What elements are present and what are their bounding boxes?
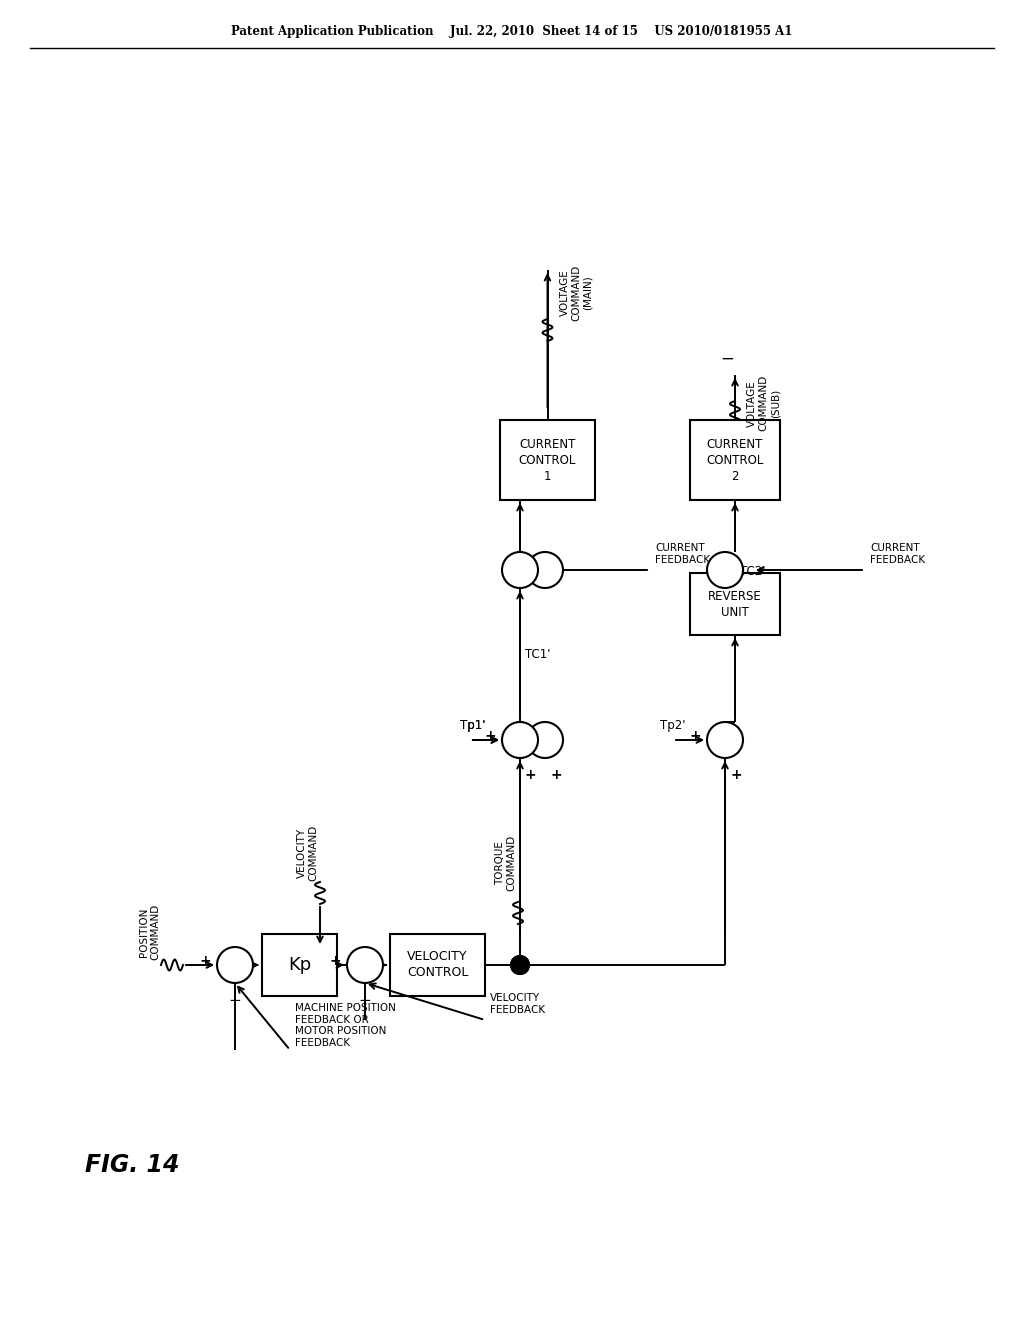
Text: CURRENT
CONTROL
1: CURRENT CONTROL 1	[519, 437, 577, 483]
Text: +: +	[200, 954, 211, 968]
Bar	[390, 935, 485, 997]
Text: Tp2': Tp2'	[660, 719, 685, 733]
Circle shape	[707, 552, 743, 587]
Bar	[690, 420, 780, 500]
Text: +: +	[330, 954, 341, 968]
Text: VELOCITY
FEEDBACK: VELOCITY FEEDBACK	[490, 994, 545, 1015]
Circle shape	[527, 552, 563, 587]
Text: Patent Application Publication    Jul. 22, 2010  Sheet 14 of 15    US 2010/01819: Patent Application Publication Jul. 22, …	[231, 25, 793, 38]
Text: +: +	[550, 768, 561, 781]
Circle shape	[511, 956, 529, 974]
Text: +: +	[525, 768, 537, 781]
Text: +: +	[730, 768, 741, 781]
Circle shape	[502, 722, 538, 758]
Bar	[690, 573, 780, 635]
Circle shape	[527, 722, 563, 758]
Text: +: +	[484, 729, 496, 743]
Text: Tp1': Tp1'	[460, 719, 485, 733]
Text: −: −	[358, 993, 372, 1008]
Text: VOLTAGE
COMMAND
(MAIN): VOLTAGE COMMAND (MAIN)	[559, 265, 593, 321]
Circle shape	[707, 722, 743, 758]
Text: VELOCITY
CONTROL: VELOCITY CONTROL	[407, 950, 468, 979]
Circle shape	[347, 946, 383, 983]
Text: −: −	[720, 350, 734, 368]
Text: REVERSE
UNIT: REVERSE UNIT	[709, 590, 762, 619]
Text: +: +	[689, 729, 701, 743]
Text: Kp: Kp	[288, 956, 311, 974]
Text: TORQUE
COMMAND: TORQUE COMMAND	[496, 834, 517, 891]
Circle shape	[502, 552, 538, 587]
Text: VOLTAGE
COMMAND
(SUB): VOLTAGE COMMAND (SUB)	[746, 375, 780, 432]
Circle shape	[511, 956, 529, 974]
Text: −: −	[228, 993, 242, 1008]
Text: CURRENT
FEEDBACK: CURRENT FEEDBACK	[870, 544, 925, 565]
Text: CURRENT
FEEDBACK: CURRENT FEEDBACK	[655, 544, 710, 565]
Text: TC1': TC1'	[525, 648, 551, 661]
Text: POSITION
COMMAND: POSITION COMMAND	[139, 904, 161, 960]
Text: MACHINE POSITION
FEEDBACK OR
MOTOR POSITION
FEEDBACK: MACHINE POSITION FEEDBACK OR MOTOR POSIT…	[295, 1003, 396, 1048]
Text: TC2': TC2'	[740, 565, 766, 578]
Text: Tp1': Tp1'	[460, 719, 485, 733]
Circle shape	[217, 946, 253, 983]
Text: FIG. 14: FIG. 14	[85, 1152, 179, 1177]
Text: CURRENT
CONTROL
2: CURRENT CONTROL 2	[707, 437, 764, 483]
Text: VELOCITY
COMMAND: VELOCITY COMMAND	[297, 825, 318, 880]
Bar	[500, 420, 595, 500]
Bar	[262, 935, 337, 997]
Text: +: +	[509, 729, 521, 743]
